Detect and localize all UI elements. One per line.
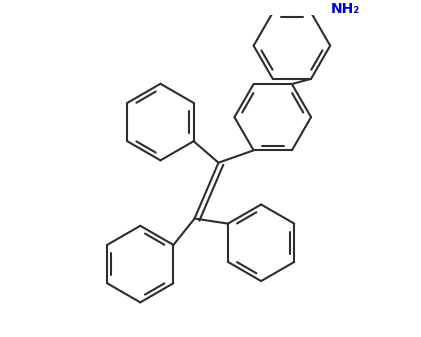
Text: NH₂: NH₂	[331, 2, 360, 16]
